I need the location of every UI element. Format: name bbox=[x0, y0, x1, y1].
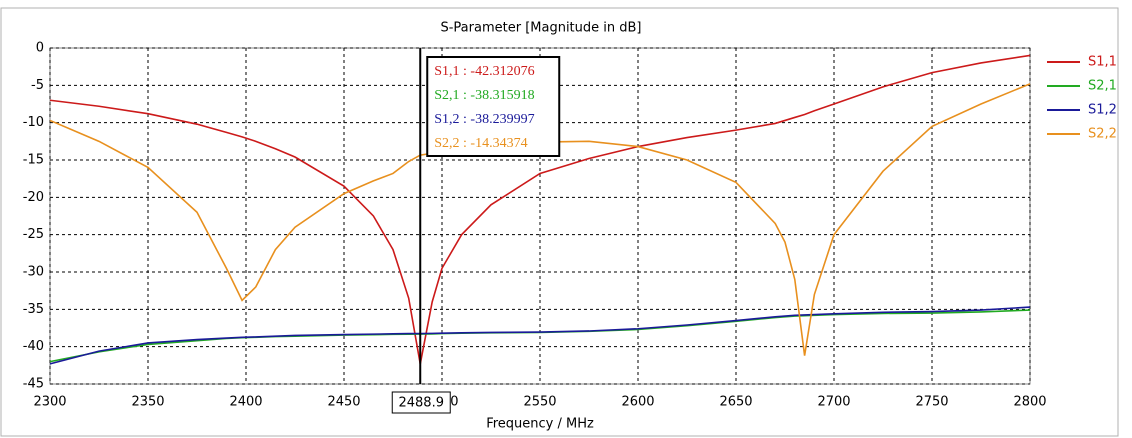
legend-label: S2,2 bbox=[1088, 127, 1117, 142]
marker-box bbox=[426, 56, 561, 157]
marker-value: S2,2 : -14.34374 bbox=[434, 136, 527, 151]
x-tick-label: 2400 bbox=[229, 395, 262, 410]
x-axis-label: Frequency / MHz bbox=[486, 417, 594, 432]
x-tick-label: 2650 bbox=[719, 395, 752, 410]
x-tick-label: 2550 bbox=[523, 395, 556, 410]
marker-x-label: 2488.9 bbox=[398, 396, 444, 411]
marker-value: S1,1 : -42.312076 bbox=[434, 64, 534, 79]
legend-label: S1,2 bbox=[1088, 103, 1117, 118]
legend-label: S1,1 bbox=[1088, 55, 1117, 70]
y-tick-label: -5 bbox=[31, 78, 44, 93]
y-tick-label: -40 bbox=[23, 339, 44, 354]
x-tick-label: 2600 bbox=[621, 395, 654, 410]
x-tick-label: 2450 bbox=[327, 395, 360, 410]
marker-value: S1,2 : -38.239997 bbox=[434, 112, 534, 127]
chart-title: S-Parameter [Magnitude in dB] bbox=[440, 21, 641, 36]
marker-x-box bbox=[391, 391, 451, 414]
legend-label: S2,1 bbox=[1088, 79, 1117, 94]
marker-value: S2,1 : -38.315918 bbox=[434, 88, 534, 103]
x-tick-label: 2300 bbox=[33, 395, 66, 410]
y-tick-label: -35 bbox=[23, 302, 44, 317]
x-tick-label: 2700 bbox=[817, 395, 850, 410]
y-tick-label: -45 bbox=[23, 377, 44, 392]
y-tick-label: -30 bbox=[23, 265, 44, 280]
series-line bbox=[49, 54, 1031, 365]
x-tick-label: 2750 bbox=[915, 395, 948, 410]
y-tick-label: -25 bbox=[23, 227, 44, 242]
x-tick-label: 2800 bbox=[1013, 395, 1046, 410]
y-tick-label: 0 bbox=[36, 41, 44, 56]
y-tick-label: -10 bbox=[23, 115, 44, 130]
x-tick-label: 2350 bbox=[131, 395, 164, 410]
y-tick-label: -15 bbox=[23, 153, 44, 168]
y-tick-label: -20 bbox=[23, 190, 44, 205]
